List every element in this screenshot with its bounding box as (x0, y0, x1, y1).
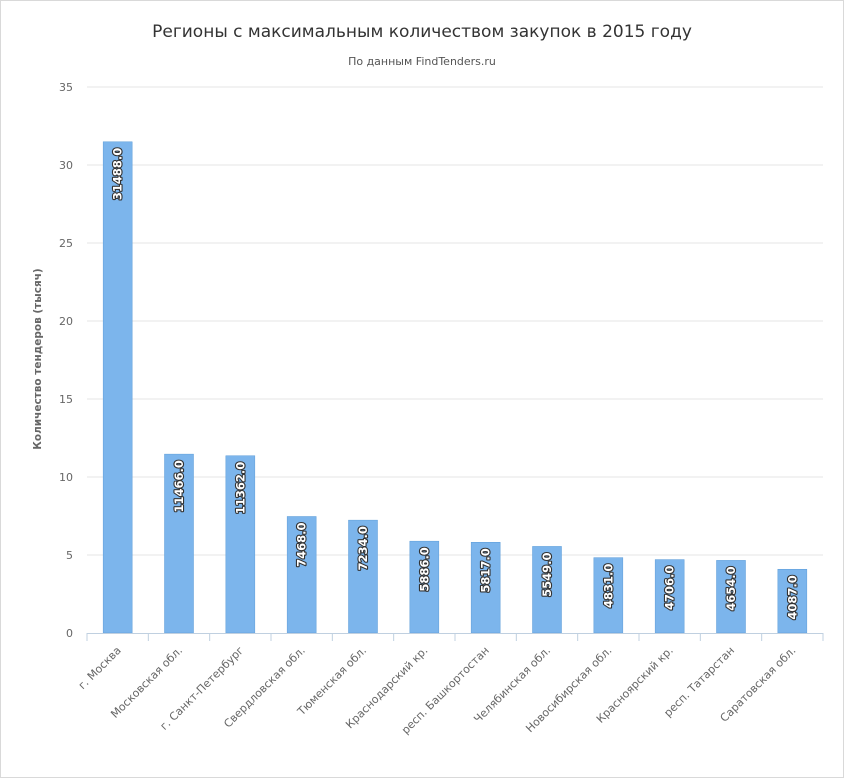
y-tick-label: 35 (59, 81, 73, 94)
chart-subtitle: По данным FindTenders.ru (348, 55, 496, 68)
data-label: 31488.0 (111, 148, 125, 200)
y-tick-label: 15 (59, 393, 73, 406)
gridlines (87, 86, 823, 556)
bar (532, 546, 562, 634)
data-label: 5886.0 (417, 547, 431, 591)
y-axis-ticks: 0 5 10 15 20 25 30 35 (59, 81, 73, 640)
x-tick-label: г. Москва (76, 644, 124, 692)
data-label: 7234.0 (356, 526, 370, 570)
data-label: 5817.0 (479, 548, 493, 592)
y-tick-label: 30 (59, 159, 73, 172)
data-label: 11466.0 (172, 460, 186, 512)
bar (409, 540, 440, 634)
bar (716, 560, 746, 634)
bar (777, 568, 808, 634)
bars (102, 141, 808, 634)
y-tick-label: 20 (59, 315, 73, 328)
data-label: 5549.0 (540, 552, 554, 596)
data-label: 4087.0 (785, 575, 799, 619)
data-label: 11362.0 (233, 462, 247, 514)
y-axis-label: Количество тендеров (тысяч) (32, 268, 44, 449)
y-tick-label: 10 (59, 471, 73, 484)
data-label: 4831.0 (601, 564, 615, 608)
bar (593, 557, 624, 634)
bar (225, 455, 256, 634)
y-tick-label: 0 (66, 627, 73, 640)
bar (286, 516, 317, 634)
bar (102, 141, 133, 634)
bar (470, 542, 501, 634)
data-label: 7468.0 (295, 522, 309, 566)
bar (348, 519, 378, 634)
data-label: 4654.0 (724, 566, 738, 610)
data-label: 4706.0 (663, 566, 677, 610)
chart-title: Регионы с максимальным количеством закуп… (152, 22, 692, 42)
data-labels: 31488.0 11466.0 11362.0 7468.0 7234.0 5886.0 5… (110, 147, 801, 621)
y-tick-label: 5 (66, 549, 73, 562)
y-tick-label: 25 (59, 237, 73, 250)
